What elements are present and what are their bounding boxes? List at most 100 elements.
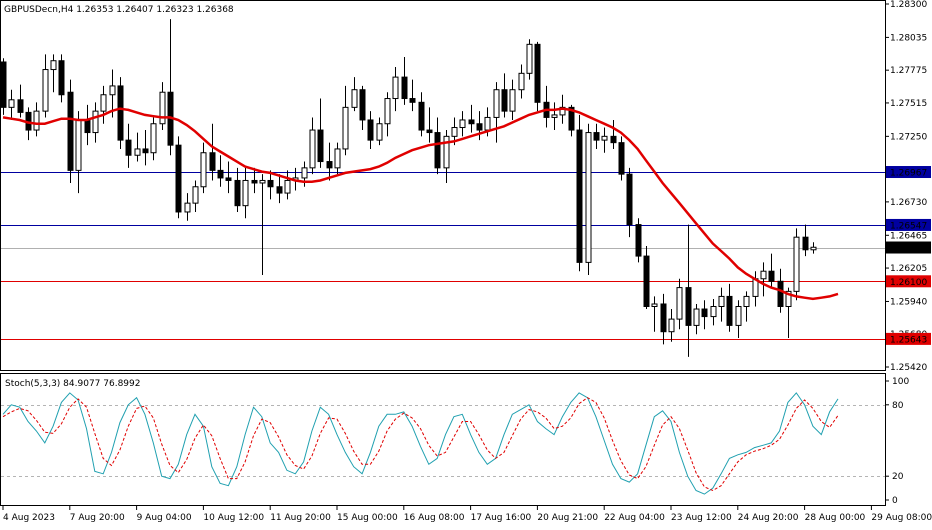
price-tick-label: 1.26465 bbox=[890, 231, 927, 241]
candle-bull bbox=[760, 270, 767, 280]
candle-bear bbox=[67, 91, 74, 171]
candle-bear bbox=[701, 308, 708, 318]
price-tick-label: 1.27515 bbox=[890, 99, 927, 109]
candlesticks bbox=[0, 19, 817, 357]
candle-bull bbox=[200, 152, 207, 188]
candle-bear bbox=[276, 186, 283, 194]
price-tick-label: 1.27250 bbox=[890, 132, 927, 142]
candle-bear bbox=[209, 152, 216, 171]
level-tag-bg bbox=[886, 218, 931, 231]
candle-bear bbox=[142, 148, 149, 154]
time-tick-label: 15 Aug 00:00 bbox=[337, 513, 398, 523]
candle-bull bbox=[693, 308, 700, 326]
candle-bull bbox=[384, 98, 391, 125]
candle-bull bbox=[351, 89, 358, 108]
price-tick-label: 1.28035 bbox=[890, 33, 927, 43]
candle-bear bbox=[418, 101, 425, 131]
candle-bull bbox=[75, 119, 82, 171]
candle-bear bbox=[175, 144, 182, 213]
time-axis[interactable]: 4 Aug 2023 7 Aug 20:00 9 Aug 04:00 10 Aug 1… bbox=[2, 506, 932, 523]
candle-bear bbox=[643, 255, 650, 308]
candle-bear bbox=[501, 89, 508, 112]
main-pane bbox=[0, 0, 886, 371]
time-tick-label: 11 Aug 20:00 bbox=[270, 513, 331, 523]
candle-bull bbox=[109, 85, 116, 96]
candle-bear bbox=[685, 287, 692, 326]
candle-bull bbox=[159, 91, 166, 125]
time-tick-label: 24 Aug 20:00 bbox=[738, 513, 799, 523]
candle-bull bbox=[743, 295, 750, 307]
candle-bear bbox=[125, 139, 132, 156]
time-tick-label: 23 Aug 12:00 bbox=[671, 513, 732, 523]
time-tick-label: 9 Aug 04:00 bbox=[137, 513, 192, 523]
candle-bear bbox=[610, 135, 617, 144]
stoch-header: Stoch(5,3,3) 84.9077 76.8992 bbox=[5, 379, 140, 389]
price-tick-label: 1.27775 bbox=[890, 66, 927, 76]
stoch-tick-label: 100 bbox=[892, 377, 909, 387]
level-tag: 1.26967 bbox=[890, 169, 927, 179]
level-tag-bg bbox=[886, 275, 931, 288]
price-tick-label: 1.25940 bbox=[890, 297, 927, 307]
candle-bear bbox=[626, 173, 633, 226]
candle-bear bbox=[768, 270, 775, 282]
price-axis[interactable]: 1.28300 1.28035 1.27775 1.27515 1.27250 1.267… bbox=[885, 0, 927, 373]
time-tick-label: 28 Aug 00:00 bbox=[805, 513, 866, 523]
horizontal-levels[interactable] bbox=[1, 172, 885, 340]
candle-bull bbox=[459, 119, 466, 129]
candle-bull bbox=[735, 306, 742, 326]
stoch-tick-label: 80 bbox=[892, 401, 904, 411]
candle-bull bbox=[810, 246, 817, 251]
stoch-tick-label: 20 bbox=[892, 472, 904, 482]
candle-bull bbox=[342, 106, 349, 150]
stoch-axis: 100 80 20 0 bbox=[885, 377, 909, 506]
moving-average-line bbox=[2, 107, 839, 301]
candle-bull bbox=[134, 148, 141, 156]
candle-bull bbox=[150, 123, 157, 154]
level-tag-bg bbox=[886, 332, 931, 345]
candle-bear bbox=[576, 129, 583, 263]
stoch-signal-line bbox=[2, 397, 839, 492]
candle-bear bbox=[618, 142, 625, 175]
candle-bull bbox=[92, 110, 99, 134]
candle-bull bbox=[242, 179, 249, 207]
candle-bear bbox=[534, 43, 541, 103]
candle-bear bbox=[434, 132, 441, 169]
price-tick-label: 1.26730 bbox=[890, 198, 927, 208]
candle-bear bbox=[0, 61, 7, 108]
candle-bull bbox=[484, 116, 491, 131]
candle-bull bbox=[376, 123, 383, 141]
candle-bear bbox=[359, 89, 366, 121]
candle-bull bbox=[33, 110, 40, 131]
candle-bull bbox=[42, 69, 49, 112]
candle-bull bbox=[392, 76, 399, 100]
candle-bull bbox=[676, 287, 683, 320]
stoch-main-line bbox=[2, 392, 839, 495]
candle-bear bbox=[409, 98, 416, 103]
symbol-header: GBPUSDecn,H4 1.26353 1.26407 1.26323 1.2… bbox=[4, 5, 234, 15]
level-tag: 1.26100 bbox=[890, 278, 927, 288]
bid-tag-bg bbox=[886, 241, 931, 254]
candle-bear bbox=[568, 106, 575, 131]
time-tick-label: 22 Aug 04:00 bbox=[604, 513, 665, 523]
candle-bull bbox=[443, 135, 450, 169]
candle-bull bbox=[518, 72, 525, 91]
price-tags: 1.26967 1.26547 1.26100 1.25643 1.26368 bbox=[886, 166, 931, 345]
time-tick-label: 17 Aug 16:00 bbox=[471, 513, 532, 523]
candle-bear bbox=[84, 119, 91, 134]
bid-tag: 1.26368 bbox=[890, 244, 927, 254]
candle-bull bbox=[451, 127, 458, 137]
candle-bull bbox=[309, 129, 316, 169]
candle-bull bbox=[668, 318, 675, 333]
candle-bear bbox=[317, 129, 324, 163]
candle-bull bbox=[551, 114, 558, 118]
candle-bear bbox=[326, 161, 333, 169]
time-tick-label: 16 Aug 08:00 bbox=[404, 513, 465, 523]
candle-bear bbox=[468, 119, 475, 125]
candle-bear bbox=[117, 85, 124, 141]
candle-bear bbox=[251, 179, 258, 184]
candle-bear bbox=[726, 295, 733, 326]
candle-bear bbox=[17, 99, 24, 113]
candle-bull bbox=[718, 295, 725, 307]
candle-bear bbox=[367, 119, 374, 141]
